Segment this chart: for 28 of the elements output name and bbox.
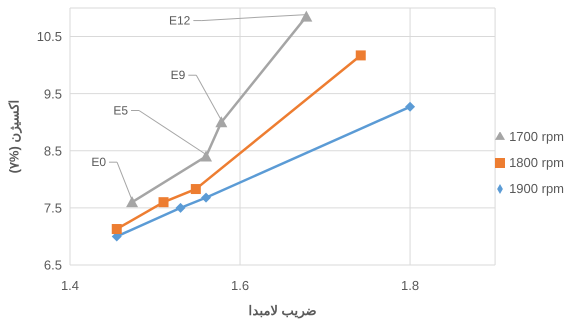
- annotation: E0: [91, 155, 106, 170]
- y-tick-label: 9.5: [44, 86, 62, 102]
- point: [356, 50, 366, 60]
- annotation: E5: [113, 103, 128, 118]
- legend-label: 1800 rpm: [509, 154, 564, 170]
- y-tick-label: 7.5: [44, 200, 62, 216]
- y-tick-label: 8.5: [44, 143, 62, 158]
- x-tick-label: 1.6: [230, 278, 250, 294]
- legend-label: 1900 rpm: [509, 180, 564, 196]
- point: [201, 192, 212, 203]
- point: [200, 150, 212, 162]
- legend-label: 1700 rpm: [509, 128, 564, 144]
- point: [112, 224, 122, 234]
- point: [126, 196, 138, 208]
- x-tick-label: 1.4: [60, 278, 80, 294]
- point: [190, 184, 201, 194]
- x-axis-title: ضریب لامبدا: [248, 303, 316, 319]
- y-axis-title: اکسیژن (%۷): [6, 100, 23, 174]
- annotation: E9: [170, 68, 186, 82]
- point: [405, 102, 416, 112]
- y-tick-label: 10.5: [36, 29, 62, 44]
- y-tick-label: 6.5: [44, 258, 62, 273]
- point: [300, 10, 312, 22]
- point: [158, 197, 169, 208]
- point: [176, 202, 186, 213]
- x-tick-label: 1.8: [401, 278, 420, 294]
- annotation: E12: [168, 14, 191, 28]
- point: [215, 116, 228, 128]
